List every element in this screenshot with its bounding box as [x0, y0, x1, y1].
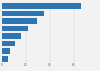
Bar: [2, 48, 10, 54]
Bar: [2, 33, 21, 39]
Bar: [2, 56, 8, 62]
Bar: [2, 41, 15, 46]
Bar: [2, 26, 28, 31]
Bar: [2, 11, 44, 16]
Bar: [2, 18, 37, 24]
Bar: [2, 3, 81, 9]
